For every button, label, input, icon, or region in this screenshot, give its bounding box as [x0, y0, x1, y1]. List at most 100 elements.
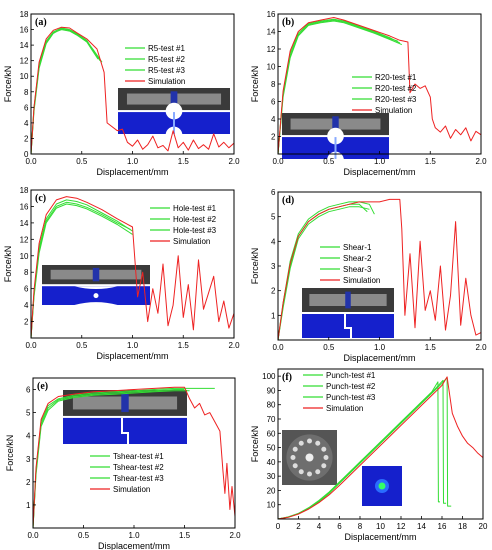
punch-contour-inner: [378, 482, 386, 490]
y-tick-label: 6: [24, 285, 29, 294]
punch-hole: [290, 455, 296, 460]
x-tick-label: 0.5: [76, 157, 88, 166]
x-tick-label: 1.5: [425, 157, 437, 166]
x-tick-label: 0.0: [27, 531, 39, 540]
series-line-c-3: [30, 196, 235, 339]
x-tick-label: 2: [296, 522, 301, 531]
series-line-f-3: [277, 376, 484, 520]
legend-entry: Shear-1: [343, 243, 372, 252]
fracture-band: [173, 112, 175, 134]
y-tick-label: 5: [271, 213, 276, 222]
y-tick-label: 16: [20, 26, 29, 35]
x-tick-label: 18: [458, 522, 467, 531]
y-tick-label: 10: [20, 252, 29, 261]
specimen-crack: [345, 291, 351, 309]
x-axis-title: Displacement/mm: [98, 541, 170, 550]
legend-e: Tshear-test #1 Tshear-test #2 Tshear-test …: [90, 452, 164, 494]
y-tick-label: 5: [26, 409, 31, 418]
y-tick-label: 8: [24, 268, 29, 277]
series-line-d-3: [277, 198, 482, 341]
y-tick-label: 4: [24, 301, 29, 310]
x-tick-label: 2.0: [475, 343, 487, 352]
series-line-b-2: [277, 20, 402, 155]
y-axis-title: Force/kN: [250, 248, 260, 285]
legend-entry: R5-test #3: [148, 66, 185, 75]
y-tick-label: 12: [20, 57, 29, 66]
y-tick-label: 12: [267, 45, 276, 54]
series-line-a-2: [30, 28, 103, 155]
y-tick-label: 2: [24, 134, 29, 143]
y-tick-label: 6: [26, 386, 31, 395]
y-tick-label: 0: [24, 150, 29, 159]
series-line-e-2: [32, 390, 190, 529]
y-tick-label: 40: [267, 458, 276, 467]
y-axis-title: Force/kN: [250, 66, 260, 103]
x-tick-label: 1.0: [374, 343, 386, 352]
y-tick-label: 16: [20, 202, 29, 211]
series-line-d-2: [277, 206, 370, 341]
y-tick-label: 2: [271, 133, 276, 142]
legend-entry: Punch-test #3: [326, 393, 376, 402]
legend-entry: Shear-3: [343, 265, 372, 274]
panel-e: 0.0 0.5 1.0 1.5 2.0 1 2 3 4 5 6 Displacement/mm Forc…: [5, 377, 241, 550]
y-tick-label: 2: [26, 478, 31, 487]
y-axis-title: Force/kN: [250, 426, 260, 463]
y-tick-label: 60: [267, 429, 276, 438]
legend-entry: Simulation: [148, 77, 185, 86]
y-tick-label: 30: [267, 472, 276, 481]
legend-entry: Punch-test #2: [326, 382, 376, 391]
y-tick-label: 2: [271, 287, 276, 296]
hole-bottom-shoulder: [74, 302, 118, 305]
legend-entry: R20-test #3: [375, 95, 417, 104]
y-tick-label: 3: [271, 262, 276, 271]
y-tick-label: 50: [267, 444, 276, 453]
x-tick-label: 12: [397, 522, 406, 531]
x-axis-title: Displacement/mm: [343, 167, 415, 177]
series-line-e-3: [32, 386, 236, 529]
specimen-model: [302, 314, 394, 338]
legend-entry: Simulation: [343, 276, 380, 285]
x-tick-label: 2.0: [228, 341, 240, 350]
y-axis-title: Force/kN: [5, 435, 15, 472]
y-tick-label: 14: [20, 219, 29, 228]
punch-hole: [298, 440, 304, 446]
notch-top: [165, 102, 183, 120]
legend-entry: R5-test #2: [148, 55, 185, 64]
y-tick-label: 6: [271, 98, 276, 107]
specimen-crack: [92, 267, 100, 282]
specimen-model: [63, 417, 187, 444]
panel-d: 0.0 0.5 1.0 1.5 2.0 1 2 3 4 5 6 Displacement/mm Forc…: [250, 188, 487, 363]
x-tick-label: 20: [479, 522, 488, 531]
x-tick-label: 6: [337, 522, 342, 531]
y-axis-title: Force/kN: [3, 246, 13, 283]
legend-entry: Tshear-test #2: [113, 463, 164, 472]
panel-label: (f): [282, 372, 292, 383]
x-tick-label: 1.5: [425, 343, 437, 352]
punch-hole: [292, 446, 298, 452]
punch-hole: [298, 469, 304, 475]
y-tick-label: 100: [262, 372, 276, 381]
punch-hole: [315, 440, 321, 446]
specimen-inset-d: [302, 288, 394, 338]
specimen-crack: [170, 91, 178, 107]
panel-a: 0.0 0.5 1.0 1.5 2.0 0 2 4 6 8 10 12 14 16 18 Displaceme…: [3, 10, 240, 177]
hole-center: [93, 293, 99, 299]
panel-label: (c): [35, 193, 46, 204]
fracture-band: [334, 137, 337, 159]
x-axis-title: Displacement/mm: [96, 351, 168, 361]
legend-entry: Tshear-test #1: [113, 452, 164, 461]
y-tick-label: 1: [271, 311, 276, 320]
y-tick-label: 12: [20, 235, 29, 244]
punch-hole: [307, 438, 312, 444]
y-tick-label: 4: [26, 432, 31, 441]
y-tick-label: 8: [271, 80, 276, 89]
legend-entry: Simulation: [113, 485, 150, 494]
x-tick-label: 0.0: [272, 157, 284, 166]
specimen-inset-c: [42, 265, 150, 305]
specimen-inset-b: [282, 113, 389, 169]
specimen-inset-e: [63, 390, 187, 444]
x-tick-label: 0.5: [323, 157, 335, 166]
punch-hole: [321, 463, 327, 469]
x-tick-label: 2.0: [229, 531, 241, 540]
